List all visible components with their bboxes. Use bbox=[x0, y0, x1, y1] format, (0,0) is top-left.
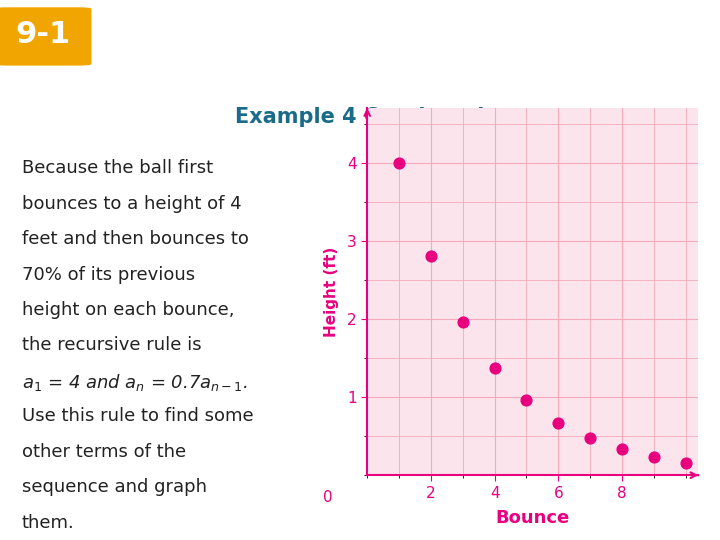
Text: height on each bounce,: height on each bounce, bbox=[22, 301, 234, 319]
Point bbox=[552, 418, 564, 427]
Text: Example 4 Continued: Example 4 Continued bbox=[235, 107, 485, 127]
Text: Because the ball first: Because the ball first bbox=[22, 159, 212, 177]
Text: 70% of its previous: 70% of its previous bbox=[22, 266, 194, 284]
Point bbox=[489, 363, 500, 372]
Text: other terms of the: other terms of the bbox=[22, 443, 186, 461]
Text: Copyright © by Holt McDougal. All Rights Reserved.: Copyright © by Holt McDougal. All Rights… bbox=[434, 517, 706, 528]
Text: Use this rule to find some: Use this rule to find some bbox=[22, 407, 253, 426]
Text: $a_1$ = 4 and $a_n$ = 0.7$a_{n-1}$.: $a_1$ = 4 and $a_n$ = 0.7$a_{n-1}$. bbox=[22, 372, 248, 393]
Y-axis label: Height (ft): Height (ft) bbox=[324, 246, 338, 337]
Point bbox=[457, 318, 469, 326]
Text: the recursive rule is: the recursive rule is bbox=[22, 336, 201, 354]
Text: 9-1: 9-1 bbox=[16, 21, 71, 50]
X-axis label: Bounce: Bounce bbox=[495, 509, 570, 527]
Point bbox=[648, 453, 660, 462]
Point bbox=[616, 445, 628, 454]
Point bbox=[393, 158, 405, 167]
Point bbox=[680, 458, 691, 467]
Text: Introduction to Sequences: Introduction to Sequences bbox=[90, 21, 544, 50]
Text: bounces to a height of 4: bounces to a height of 4 bbox=[22, 195, 241, 213]
Point bbox=[425, 252, 436, 261]
Text: them.: them. bbox=[22, 514, 74, 531]
FancyBboxPatch shape bbox=[0, 7, 91, 65]
Text: 0: 0 bbox=[323, 490, 332, 505]
Text: Holt McDougal Algebra 2: Holt McDougal Algebra 2 bbox=[14, 516, 170, 529]
Point bbox=[521, 396, 532, 404]
Point bbox=[585, 434, 596, 443]
Text: feet and then bounces to: feet and then bounces to bbox=[22, 230, 248, 248]
Text: sequence and graph: sequence and graph bbox=[22, 478, 207, 496]
